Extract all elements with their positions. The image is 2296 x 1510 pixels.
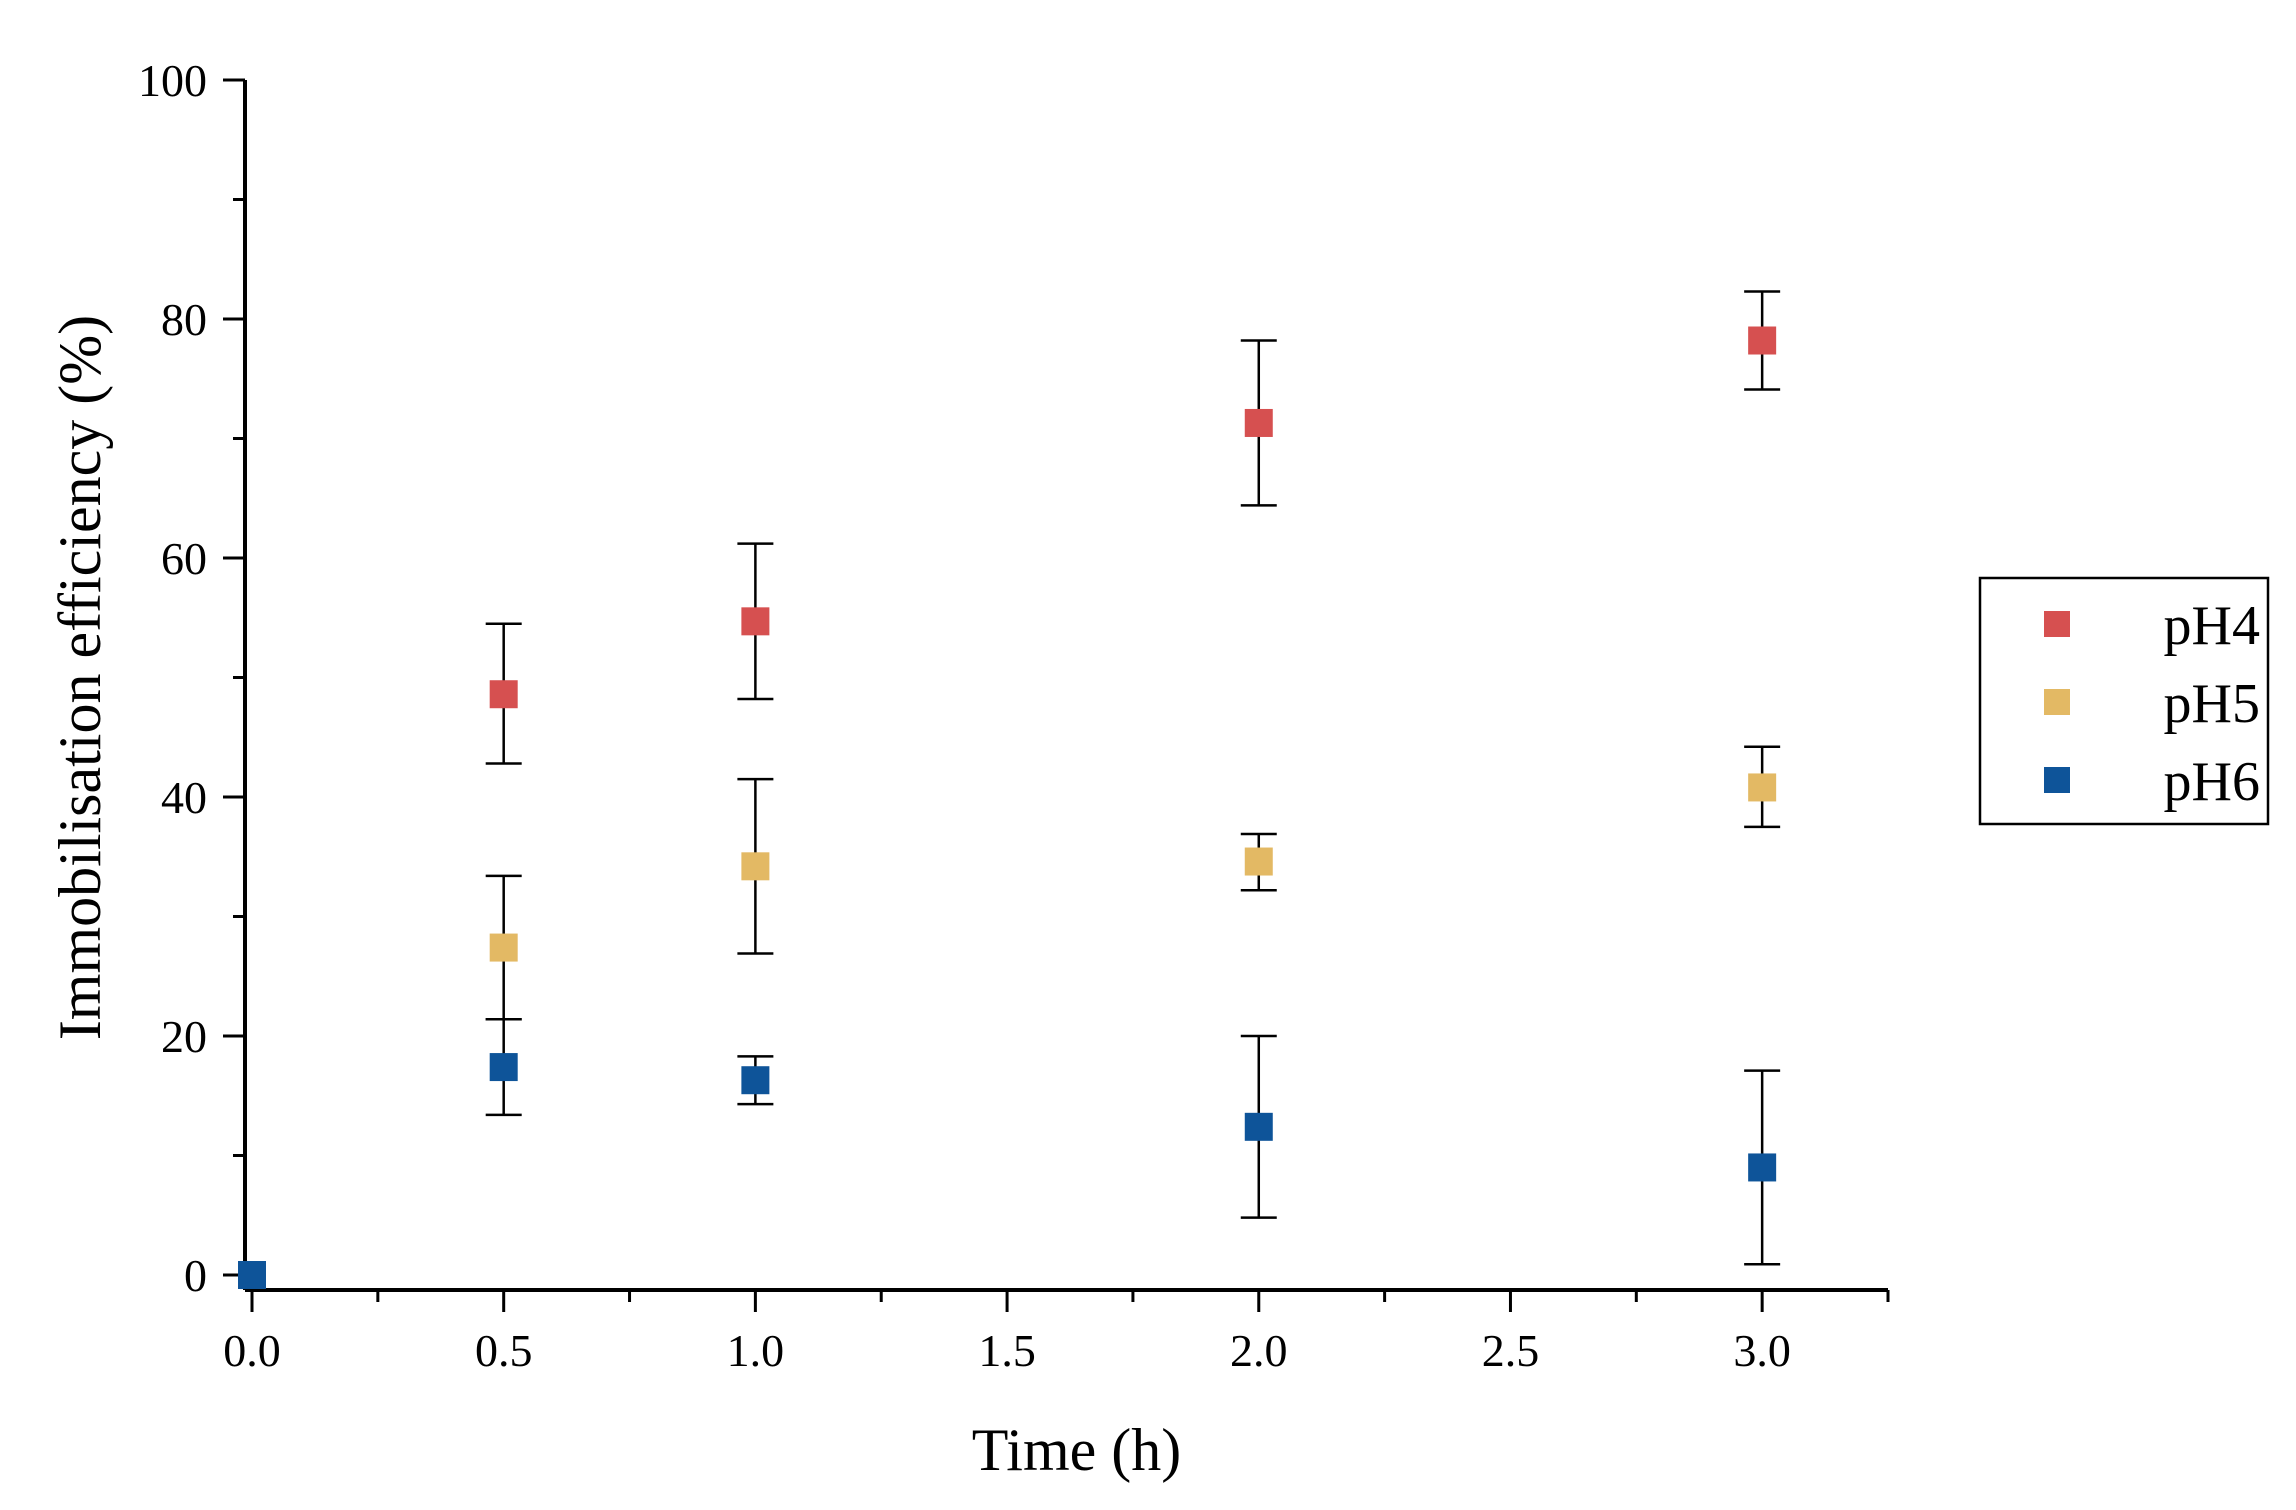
y-tick-label: 60 (161, 533, 207, 584)
point-pH6 (741, 1066, 770, 1095)
axes: 0 20 40 60 80 100 0.0 0.5 1.0 1.5 2.0 2.5 3.0 (138, 55, 1890, 1376)
y-tick-label: 20 (161, 1011, 207, 1062)
y-tick-label: 100 (138, 55, 207, 106)
x-tick-label: 3.0 (1733, 1325, 1791, 1376)
legend-box (1978, 576, 2270, 826)
point-pH4 (489, 680, 518, 709)
point-pH5 (1244, 847, 1273, 876)
legend-label-pH6: pH6 (2164, 751, 2260, 813)
y-axis-title: Immobilisation efficiency (%) (47, 315, 113, 1040)
legend-marker-pH6 (2044, 767, 2070, 793)
point-pH5 (741, 852, 770, 881)
point-pH5 (1748, 773, 1777, 802)
point-pH4 (741, 607, 770, 636)
legend-marker-pH4 (2044, 611, 2070, 637)
legend-label-pH4: pH4 (2164, 595, 2260, 657)
point-pH4 (1748, 326, 1777, 355)
y-tick-label: 40 (161, 772, 207, 823)
x-tick-label: 0.5 (475, 1325, 533, 1376)
x-tick-label: 1.0 (727, 1325, 785, 1376)
legend-marker-pH5 (2044, 689, 2070, 715)
point-pH4 (1244, 408, 1273, 437)
y-tick-label: 80 (161, 294, 207, 345)
x-tick-label: 0.0 (223, 1325, 281, 1376)
y-tick-label: 0 (184, 1250, 207, 1301)
legend-label-pH5: pH5 (2164, 673, 2260, 735)
point-pH6 (489, 1053, 518, 1082)
x-tick-label: 2.5 (1482, 1325, 1540, 1376)
x-axis-title: Time (h) (972, 1417, 1181, 1483)
error-bars (485, 290, 1781, 1266)
x-tick-label: 1.5 (978, 1325, 1036, 1376)
x-tick-label: 2.0 (1230, 1325, 1288, 1376)
data-points (238, 326, 1777, 1289)
point-pH6 (1748, 1153, 1777, 1182)
legend: pH4 pH5 pH6 (1978, 576, 2270, 826)
point-pH6 (238, 1261, 266, 1289)
point-pH6 (1244, 1112, 1273, 1141)
point-pH5 (489, 933, 518, 962)
